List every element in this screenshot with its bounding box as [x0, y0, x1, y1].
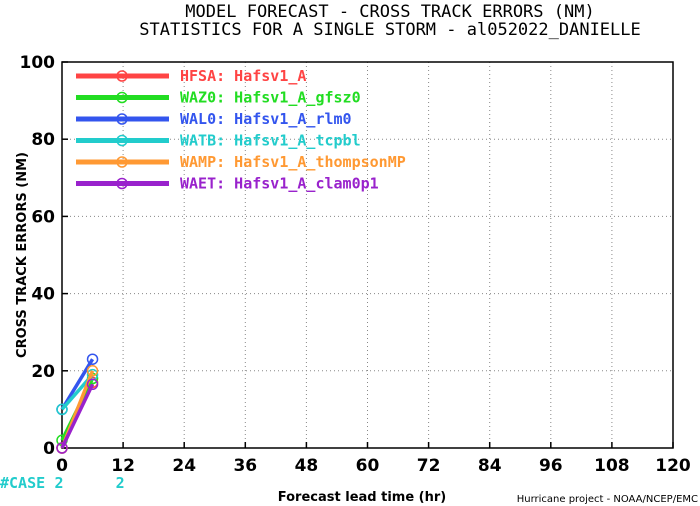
- x-tick-label: 96: [539, 456, 563, 476]
- legend-swatch-marker: [116, 113, 128, 125]
- series-point: [86, 378, 99, 391]
- legend-label: HFSA: Hafsv1_A: [180, 67, 306, 85]
- series-point: [56, 403, 68, 416]
- y-tick-label: 60: [31, 207, 55, 227]
- x-tick-label: 72: [417, 456, 441, 476]
- y-tick-label: 20: [31, 362, 55, 382]
- x-tick-label: 60: [356, 456, 380, 476]
- series-layer: [56, 353, 99, 454]
- legend-swatch-marker: [116, 91, 128, 104]
- legend-swatch-marker: [116, 134, 128, 147]
- chart-title: MODEL FORECAST - CROSS TRACK ERRORS (NM): [185, 2, 594, 22]
- case-counts: #CASE 2 2: [0, 474, 125, 492]
- series-point: [56, 442, 68, 454]
- y-tick-label: 100: [20, 53, 56, 73]
- y-axis-label: CROSS TRACK ERRORS (NM): [15, 152, 30, 358]
- series-point: [86, 353, 99, 365]
- credit-text: Hurricane project - NOAA/NCEP/EMC: [517, 494, 698, 505]
- series-line: [60, 383, 95, 449]
- case-count: 2: [116, 474, 125, 492]
- x-axis-ticks: 0 12 24 36 48 60 72 84 96 108 120: [56, 442, 691, 476]
- chart-subtitle: STATISTICS FOR A SINGLE STORM - al052022…: [139, 20, 641, 40]
- series-point: [86, 365, 99, 377]
- cases-label: #CASE: [0, 474, 45, 492]
- grid: [62, 62, 673, 448]
- x-tick-label: 12: [111, 456, 135, 476]
- legend-swatch-marker: [116, 177, 128, 190]
- x-tick-label: 24: [172, 456, 196, 476]
- y-tick-label: 0: [43, 439, 55, 459]
- y-tick-label: 80: [31, 130, 55, 150]
- legend-label: WATB: Hafsv1_A_tcpbl: [180, 132, 361, 150]
- x-tick-label: 36: [233, 456, 257, 476]
- x-tick-label: 48: [295, 456, 319, 476]
- legend-label: WAZ0: Hafsv1_A_gfsz0: [180, 89, 361, 107]
- legend-label: WAL0: Hafsv1_A_rlm0: [180, 110, 352, 128]
- x-axis-label: Forecast lead time (hr): [278, 490, 446, 505]
- legend-label: WAMP: Hafsv1_A_thompsonMP: [180, 153, 406, 171]
- legend-swatch-marker: [116, 156, 128, 168]
- y-tick-label: 40: [31, 285, 55, 305]
- legend-label: WAET: Hafsv1_A_clam0p1: [180, 175, 379, 193]
- x-tick-label: 0: [56, 456, 68, 476]
- x-tick-label: 84: [478, 456, 502, 476]
- x-tick-label: 120: [655, 456, 691, 476]
- y-axis-ticks: 0 20 40 60 80 100: [20, 53, 68, 459]
- legend-swatch-marker: [116, 70, 128, 82]
- legend: HFSA: Hafsv1_A WAZ0: Hafsv1_A_gfsz0 WAL0: …: [76, 67, 406, 193]
- case-count: 2: [54, 474, 63, 492]
- x-tick-label: 108: [594, 456, 630, 476]
